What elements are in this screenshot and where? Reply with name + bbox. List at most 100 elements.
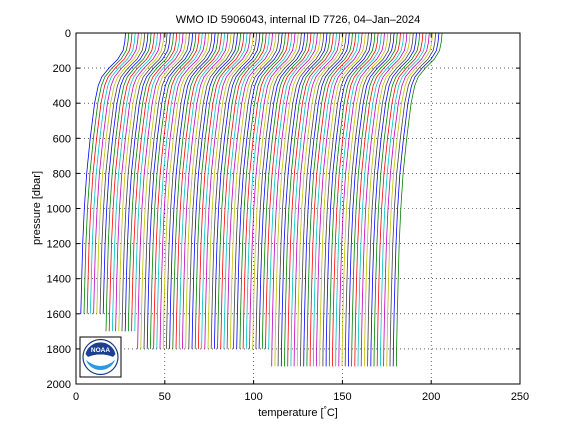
profile-line	[386, 33, 433, 367]
profile-line	[191, 33, 238, 349]
profile-line	[245, 33, 293, 349]
profile-line	[312, 33, 360, 367]
profile-line	[364, 33, 411, 367]
profile-line	[118, 33, 165, 332]
profile-line	[86, 33, 133, 314]
profile-line	[303, 33, 350, 367]
profile-line	[348, 33, 395, 367]
profile-line	[236, 33, 283, 349]
noaa-logo-text: NOAA	[91, 347, 110, 354]
profile-line	[306, 33, 354, 367]
noaa-logo-sea	[86, 360, 115, 371]
y-axis: 0 200 400 600 800 1000 1200 1400 1600 1800 2000	[47, 28, 520, 391]
y-axis-label: pressure [dbar]	[31, 171, 43, 245]
profile-line	[373, 33, 421, 367]
y-tick-label: 1600	[47, 309, 71, 321]
profile-line	[131, 33, 178, 332]
profile-line	[124, 33, 171, 332]
profile-line	[316, 33, 363, 367]
profile-line	[204, 33, 251, 349]
profile-line	[226, 33, 274, 349]
noaa-logo-gull	[88, 354, 113, 362]
profile-line	[325, 33, 373, 367]
profile-line	[108, 33, 155, 332]
profile-line	[128, 33, 175, 332]
profile-line	[255, 33, 302, 349]
profile-line	[159, 33, 206, 349]
profile-line	[102, 33, 149, 314]
x-axis: 0 50 100 150 200 250	[73, 33, 529, 403]
profile-line	[322, 33, 370, 367]
profile-line	[277, 33, 325, 367]
profile-line	[223, 33, 270, 349]
profile-line	[380, 33, 427, 367]
profile-line	[121, 33, 168, 332]
profile-line	[175, 33, 222, 349]
profile-line	[90, 33, 136, 314]
profile-line	[112, 33, 159, 332]
profile-line	[233, 33, 280, 349]
profile-line	[367, 33, 414, 367]
y-tick-label: 400	[53, 98, 71, 110]
profile-line	[370, 33, 417, 367]
profile-line	[341, 33, 389, 367]
profile-line	[335, 33, 382, 367]
x-tick-label: 100	[244, 391, 262, 403]
noaa-logo: NOAA	[79, 336, 122, 378]
y-tick-label: 0	[65, 28, 71, 40]
profile-line	[319, 33, 366, 367]
y-tick-label: 800	[53, 168, 71, 180]
y-tick-label: 1000	[47, 204, 71, 216]
x-tick-label: 0	[73, 391, 79, 403]
x-axis-label: temperature [°C]	[258, 405, 338, 419]
profile-line	[93, 33, 139, 314]
profile-line	[328, 33, 376, 367]
profile-line	[185, 33, 232, 349]
profile-line	[383, 33, 430, 367]
profile-line	[140, 33, 187, 349]
chart-title: WMO ID 5906043, internal ID 7726, 04–Jan…	[176, 14, 421, 26]
profile-line	[284, 33, 331, 367]
y-tick-label: 1200	[47, 239, 71, 251]
profile-line	[83, 33, 130, 314]
profile-line	[376, 33, 424, 367]
profile-line	[300, 33, 347, 367]
profile-line	[354, 33, 402, 367]
y-tick-label: 600	[53, 133, 71, 145]
profile-line	[153, 33, 200, 349]
profile-line	[207, 33, 254, 349]
profile-line	[80, 33, 127, 314]
profile-line	[194, 33, 242, 349]
profile-line	[229, 33, 277, 349]
profile-line	[115, 33, 162, 332]
profile-line	[156, 33, 203, 349]
profile-line	[274, 33, 322, 367]
profile-line	[293, 33, 341, 367]
profile-line	[150, 33, 197, 349]
y-tick-label: 1400	[47, 274, 71, 286]
profile-line	[201, 33, 248, 349]
x-tick-label: 50	[159, 391, 171, 403]
profile-line	[99, 33, 146, 314]
profile-line	[188, 33, 235, 349]
profile-line	[249, 33, 296, 349]
profile-line	[360, 33, 408, 367]
profile-line	[252, 33, 299, 349]
profile-line	[392, 33, 440, 367]
profile-line	[210, 33, 258, 349]
profile-line	[296, 33, 344, 367]
profile-line	[178, 33, 226, 349]
profile-line	[214, 33, 261, 349]
profile-line	[287, 33, 334, 367]
profile-line	[217, 33, 264, 349]
profile-line	[332, 33, 379, 367]
profile-line	[239, 33, 286, 349]
profile-line	[242, 33, 290, 349]
profile-line	[137, 33, 184, 349]
profile-line	[162, 33, 210, 349]
profile-line	[143, 33, 191, 349]
y-tick-label: 200	[53, 63, 71, 75]
profile-line	[396, 33, 443, 367]
profile-line	[96, 33, 143, 314]
profile-line	[198, 33, 245, 349]
